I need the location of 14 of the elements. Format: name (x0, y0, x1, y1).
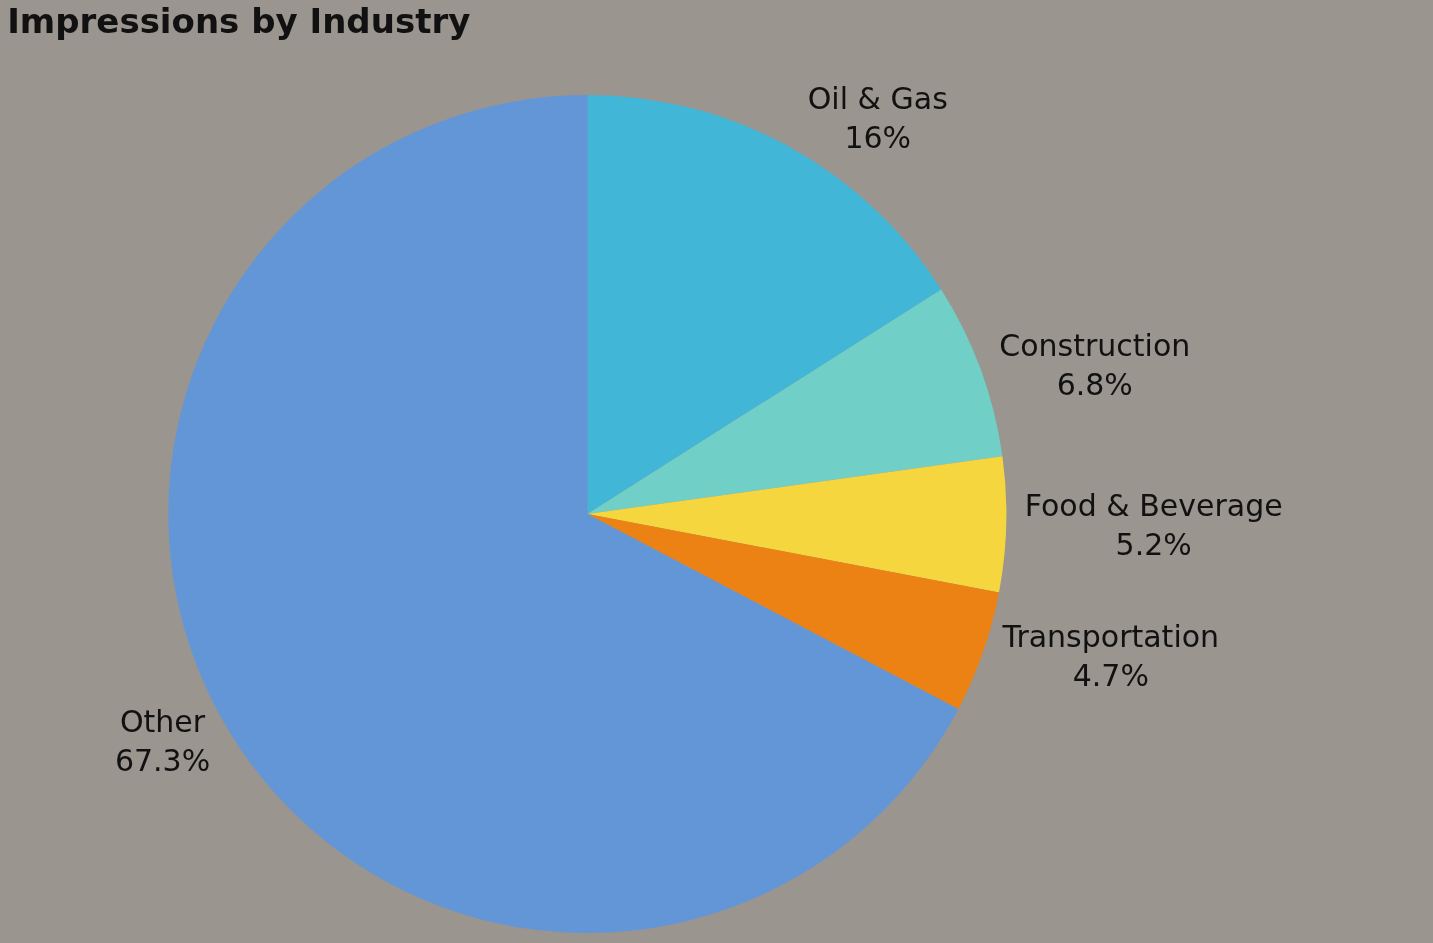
data-label: 6.8% (1056, 367, 1133, 403)
slice-label: Transportation (1001, 619, 1220, 655)
slice-label: Construction (999, 328, 1191, 364)
slice-label: Food & Beverage (1024, 487, 1283, 523)
slice-label: Oil & Gas (807, 81, 948, 117)
pie-slice (587, 513, 999, 709)
pie-slice (587, 289, 1003, 514)
data-label: 67.3% (114, 742, 211, 778)
pie-slice (587, 456, 1007, 593)
data-label: 16% (844, 120, 912, 156)
chart-title: Impressions by Industry (7, 1, 471, 42)
data-label: 4.7% (1072, 658, 1149, 694)
data-label: 5.2% (1115, 526, 1192, 562)
slice-label: Other (119, 703, 206, 739)
